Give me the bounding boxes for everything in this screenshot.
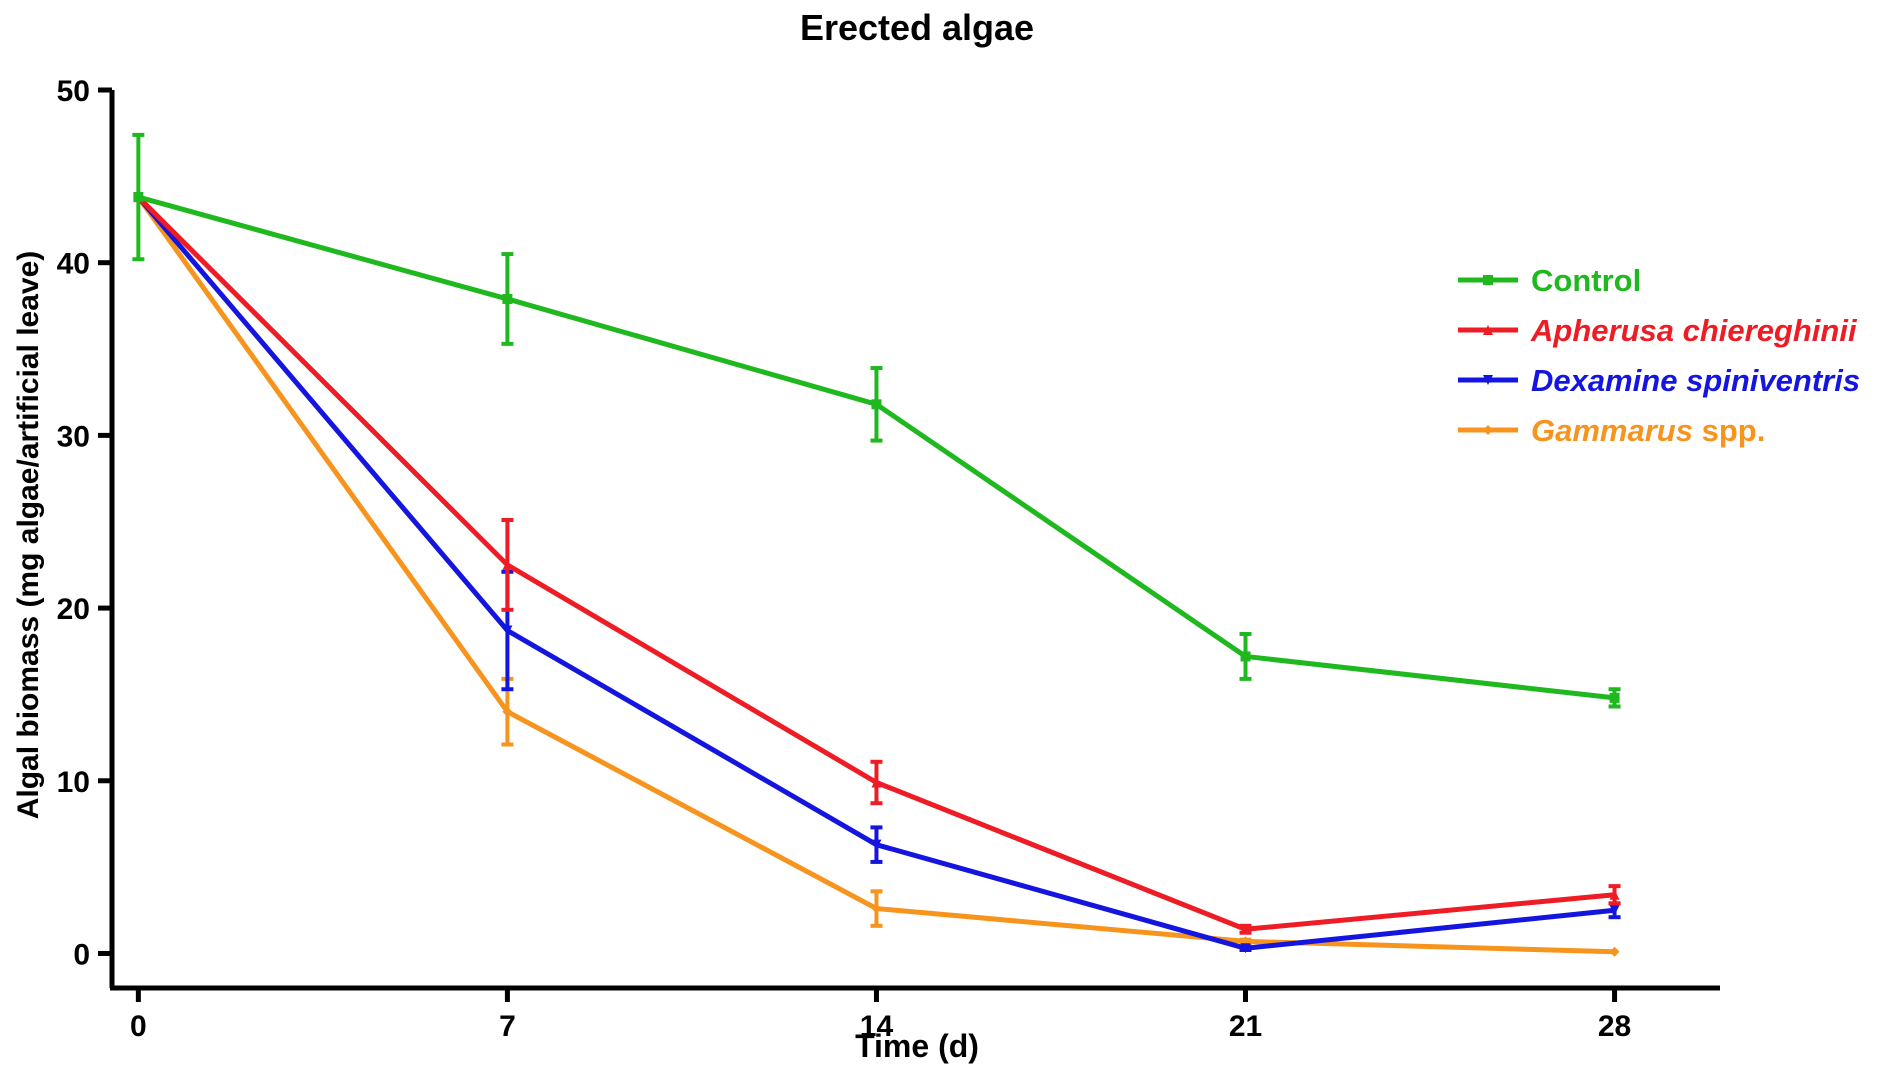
legend-item: Apherusa chiereghinii [1458, 313, 1858, 348]
legend-label: Gammarus spp. [1531, 413, 1765, 448]
chart-title: Erected algae [800, 7, 1034, 48]
y-tick-label: 50 [57, 75, 90, 108]
data-point-triangle [871, 777, 882, 788]
series-apherusa-chiereghinii [133, 192, 1621, 935]
data-point-square [871, 399, 882, 410]
data-point-square [1483, 275, 1493, 285]
data-point-triangle [1609, 889, 1620, 900]
data-point-diamond [502, 706, 513, 717]
x-tick-label: 14 [860, 1010, 894, 1043]
y-axis-label: Algal biomass (mg algae/artificial leave… [12, 251, 45, 820]
data-point-triangle-down [502, 625, 513, 636]
x-tick-label: 7 [499, 1010, 516, 1043]
legend-item: Gammarus spp. [1458, 413, 1765, 448]
y-tick-label: 10 [57, 766, 90, 799]
series-layer [132, 132, 1621, 957]
data-point-square [133, 192, 144, 203]
y-tick-label: 0 [73, 938, 90, 971]
x-axis-label: Time (d) [855, 1028, 979, 1064]
legend-label-part: Dexamine spiniventris [1531, 363, 1860, 398]
data-point-triangle [1240, 924, 1251, 935]
x-tick-label: 21 [1229, 1010, 1262, 1043]
x-tick-label: 0 [130, 1010, 147, 1043]
data-point-diamond [1483, 425, 1493, 435]
data-point-triangle-down [1483, 375, 1493, 385]
data-point-triangle-down [1609, 905, 1620, 916]
series-line [137, 194, 1615, 701]
data-point-square [502, 293, 513, 304]
legend-label: Apherusa chiereghinii [1530, 313, 1858, 348]
y-tick-label: 40 [57, 248, 90, 281]
series-dexamine-spiniventris [133, 192, 1621, 954]
y-tick-label: 30 [57, 420, 90, 453]
legend-label-part: Apherusa chiereghinii [1530, 313, 1858, 348]
legend-label-part: Gammarus [1531, 413, 1693, 448]
x-tick-label: 28 [1598, 1010, 1631, 1043]
series-line [136, 195, 1615, 932]
data-point-diamond [871, 903, 882, 914]
data-point-square [1609, 692, 1620, 703]
data-point-square [1240, 651, 1251, 662]
legend-item: Dexamine spiniventris [1458, 363, 1860, 398]
y-tick-label: 20 [57, 593, 90, 626]
ticks-layer: 0 10 20 30 40 50 0 7 14 21 28 [57, 75, 1632, 1043]
series-control [132, 132, 1621, 709]
legend-item: Control [1458, 263, 1641, 298]
data-point-triangle-down [871, 839, 882, 850]
legend-label: Dexamine spiniventris [1531, 363, 1860, 398]
legend-label-part: Control [1531, 263, 1641, 298]
legend: Control Apherusa chiereghinii Dexamine spi… [1458, 263, 1860, 448]
data-point-triangle [502, 559, 513, 570]
legend-label: Control [1531, 263, 1641, 298]
data-point-triangle [1483, 325, 1493, 335]
data-point-diamond [1609, 946, 1620, 957]
legend-label-part: spp. [1693, 413, 1765, 448]
data-point-triangle-down [1240, 943, 1251, 954]
